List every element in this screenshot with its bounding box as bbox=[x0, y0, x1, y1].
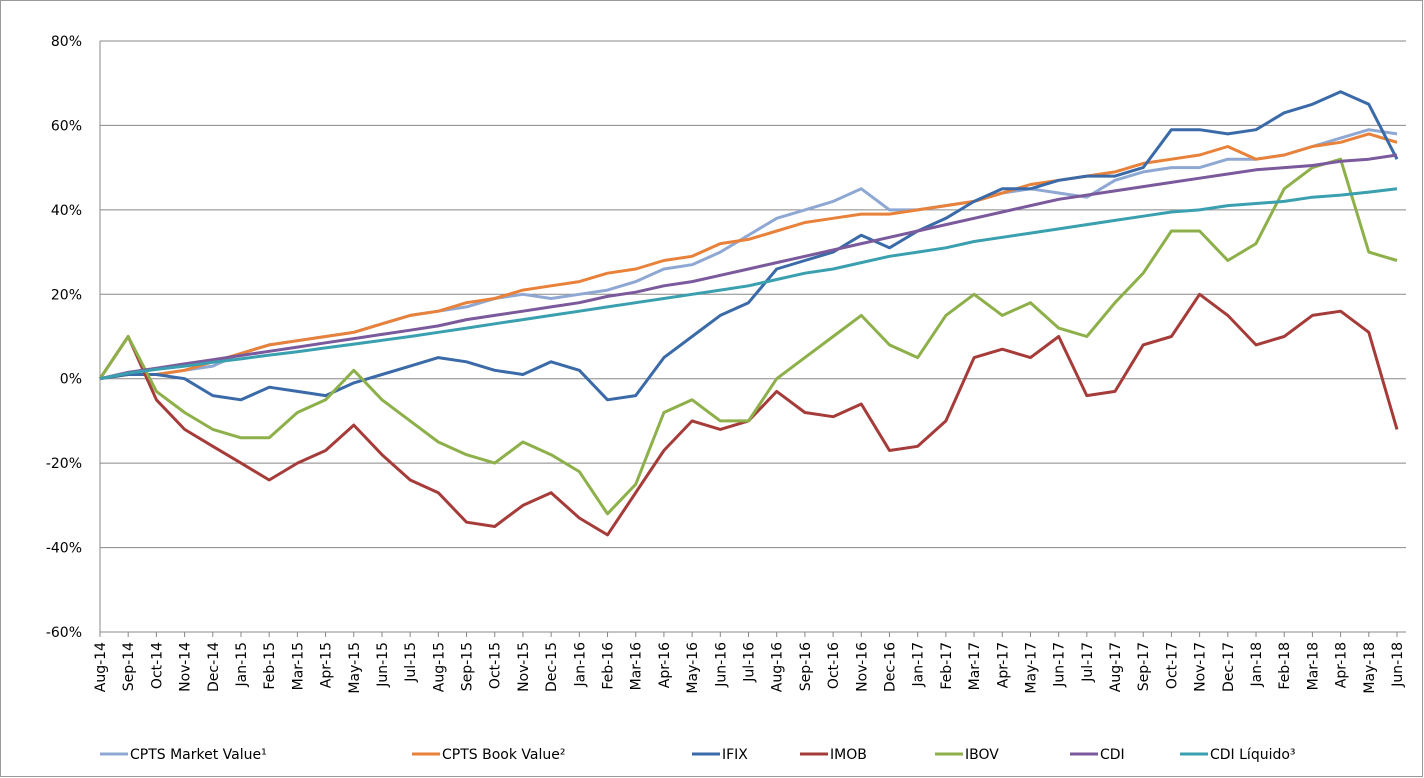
x-tick-label: Jul-16 bbox=[742, 642, 758, 683]
x-tick-label: Jul-17 bbox=[1080, 642, 1096, 683]
x-tick-label: Jun-16 bbox=[713, 642, 729, 688]
legend-label: IFIX bbox=[722, 747, 748, 763]
x-tick-label: Mar-16 bbox=[629, 642, 645, 690]
y-tick-label: -60% bbox=[46, 625, 82, 641]
y-tick-label: 40% bbox=[51, 203, 82, 219]
legend-label: IMOB bbox=[830, 747, 867, 763]
series-line bbox=[99, 153, 1398, 381]
x-tick-label: Feb-16 bbox=[601, 642, 617, 690]
x-tick-label: Nov-15 bbox=[516, 642, 532, 692]
y-tick-label: -20% bbox=[46, 456, 82, 472]
legend-label: CPTS Book Value² bbox=[442, 747, 565, 763]
y-tick-label: 0% bbox=[60, 372, 82, 388]
x-tick-label: Feb-18 bbox=[1277, 642, 1293, 690]
x-tick-label: Dec-16 bbox=[882, 642, 898, 692]
x-tick-label: Apr-18 bbox=[1334, 642, 1350, 688]
y-tick-label: 60% bbox=[51, 118, 82, 134]
x-tick-label: Oct-14 bbox=[149, 642, 165, 689]
legend-label: IBOV bbox=[965, 747, 999, 763]
x-tick-label: Sep-14 bbox=[121, 642, 137, 691]
series-line bbox=[99, 90, 1399, 402]
x-tick-label: Jan-15 bbox=[234, 642, 250, 687]
x-tick-label: Jul-15 bbox=[403, 642, 419, 683]
x-tick-label: Aug-14 bbox=[93, 642, 109, 692]
x-tick-label: Mar-15 bbox=[290, 642, 306, 690]
x-tick-label: Dec-14 bbox=[206, 642, 222, 692]
x-tick-label: Nov-17 bbox=[1193, 642, 1209, 692]
x-tick-label: Aug-15 bbox=[431, 642, 447, 692]
x-tick-label: Oct-17 bbox=[1164, 642, 1180, 689]
x-tick-label: Aug-16 bbox=[770, 642, 786, 692]
x-tick-label: Sep-15 bbox=[460, 642, 476, 691]
x-tick-label: Feb-17 bbox=[939, 642, 955, 690]
x-tick-label: May-18 bbox=[1362, 642, 1378, 694]
x-tick-label: Jun-15 bbox=[375, 642, 391, 688]
y-tick-label: 80% bbox=[51, 34, 82, 50]
x-tick-label: Nov-14 bbox=[178, 642, 194, 692]
x-tick-label: Apr-16 bbox=[657, 642, 673, 688]
series-line bbox=[99, 187, 1398, 381]
x-tick-label: Jan-18 bbox=[1249, 642, 1265, 687]
x-tick-label: Dec-15 bbox=[544, 642, 560, 692]
x-tick-label: Mar-18 bbox=[1305, 642, 1321, 690]
x-tick-label: Nov-16 bbox=[854, 642, 870, 692]
x-tick-label: Jun-17 bbox=[1052, 642, 1068, 688]
x-tick-label: Aug-17 bbox=[1108, 642, 1124, 692]
series-line bbox=[98, 157, 1398, 516]
x-tick-label: Jan-16 bbox=[572, 642, 588, 688]
x-tick-label: Sep-16 bbox=[798, 642, 814, 691]
x-tick-label: May-15 bbox=[347, 642, 363, 694]
x-tick-label: Feb-15 bbox=[262, 642, 278, 690]
x-tick-label: Jan-17 bbox=[911, 642, 927, 687]
x-tick-label: Jun-18 bbox=[1390, 642, 1406, 688]
y-tick-label: -40% bbox=[46, 541, 82, 557]
x-tick-label: Apr-17 bbox=[995, 642, 1011, 688]
legend-label: CPTS Market Value¹ bbox=[130, 747, 267, 763]
x-tick-label: Sep-17 bbox=[1136, 642, 1152, 691]
x-tick-label: Dec-17 bbox=[1221, 642, 1237, 692]
x-tick-label: Mar-17 bbox=[967, 642, 983, 690]
legend-label: CDI Líquido³ bbox=[1210, 747, 1296, 763]
y-tick-label: 20% bbox=[51, 287, 82, 303]
x-tick-label: Oct-16 bbox=[826, 642, 842, 689]
x-tick-label: May-16 bbox=[685, 642, 701, 694]
x-tick-label: May-17 bbox=[1023, 642, 1039, 694]
x-tick-label: Apr-15 bbox=[319, 642, 335, 688]
series-line bbox=[99, 132, 1398, 381]
x-tick-label: Oct-15 bbox=[488, 642, 504, 689]
legend-label: CDI bbox=[1100, 747, 1125, 763]
